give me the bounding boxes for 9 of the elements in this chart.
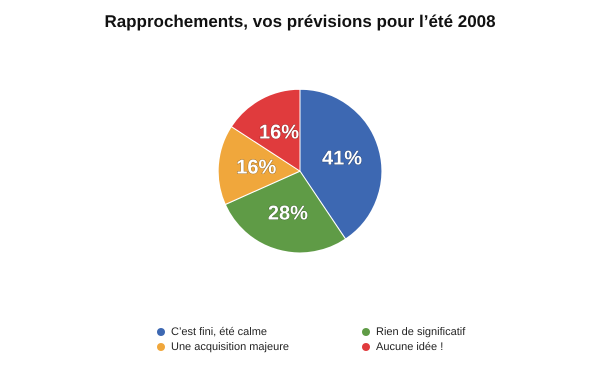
- data-label: 16%: [259, 122, 300, 144]
- legend-label: Aucune idée !: [376, 341, 444, 353]
- chart-title: Rapprochements, vos prévisions pour l’été 2008: [104, 12, 496, 31]
- data-label: 41%: [322, 147, 362, 170]
- legend-label: C’est fini, été calme: [171, 326, 267, 338]
- legend-label: Rien de significatif: [376, 326, 466, 338]
- data-label: 16%: [236, 156, 276, 179]
- data-label: 28%: [268, 202, 308, 224]
- legend-label: Une acquisition majeure: [171, 341, 290, 353]
